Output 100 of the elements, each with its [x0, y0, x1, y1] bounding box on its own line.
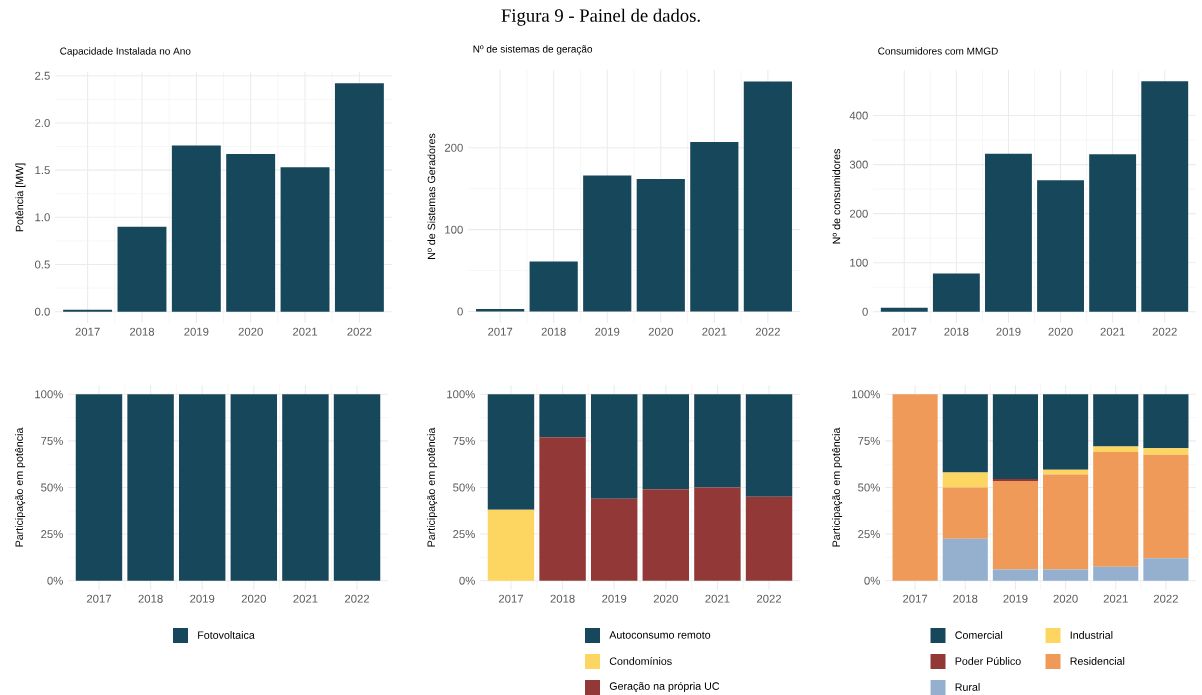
bar [583, 175, 632, 312]
y-tick-label: 200 [444, 143, 463, 152]
bar [1143, 558, 1189, 581]
bar [932, 273, 980, 312]
x-tick-label: 2022 [1153, 594, 1178, 603]
bar [1089, 154, 1137, 312]
x-tick-label: 2017 [903, 594, 928, 603]
x-tick-label: 2018 [550, 594, 575, 603]
legend-label: Rural [955, 683, 980, 691]
chart-title: Consumidores com MMGD [878, 47, 998, 55]
y-tick-label: 100 [445, 225, 463, 234]
legend-label: Condomínios [609, 657, 672, 665]
x-tick-label: 2020 [238, 327, 263, 336]
y-axis-title: Participação em potência [427, 427, 438, 547]
x-tick-label: 2022 [755, 327, 780, 336]
bar [539, 394, 586, 438]
y-tick-label: 100 [850, 258, 868, 267]
bar [1143, 394, 1189, 449]
bar [1093, 446, 1139, 453]
bar [743, 81, 792, 312]
y-tick-label: 1.0 [35, 213, 50, 222]
y-tick-label: 100% [35, 390, 63, 399]
y-tick-label: 0% [47, 576, 63, 585]
y-tick-label: 0% [864, 576, 880, 585]
bar [1141, 81, 1189, 312]
text: Figura 9 - Painel de dados. [501, 8, 700, 26]
x-tick-label: 2018 [138, 594, 163, 603]
x-tick-label: 2022 [344, 594, 370, 603]
bar [1093, 394, 1139, 447]
bar [694, 487, 741, 581]
x-tick-label: 2022 [347, 327, 372, 336]
y-tick-label: 50% [858, 483, 880, 492]
x-tick-label: 2017 [892, 327, 917, 336]
x-tick-label: 2021 [1103, 594, 1128, 603]
x-tick-label: 2019 [190, 594, 215, 603]
bar [942, 538, 988, 581]
bar [880, 307, 928, 312]
y-tick-label: 25% [41, 530, 63, 539]
y-tick-label: 50% [41, 483, 63, 492]
bar [992, 569, 1038, 581]
y-tick-label: 0 [862, 307, 868, 316]
bar [1043, 474, 1089, 570]
bar [942, 487, 988, 539]
x-tick-label: 2020 [653, 594, 678, 603]
legend-label: Residencial [1070, 657, 1125, 665]
legend-label: Autoconsumo remoto [609, 631, 711, 639]
bar [226, 154, 276, 312]
y-tick-label: 0.0 [34, 307, 50, 316]
bar [992, 394, 1038, 480]
x-tick-label: 2019 [595, 327, 620, 336]
bar [590, 498, 638, 581]
chart-title: Nº de sistemas de geração [473, 45, 593, 55]
bar [487, 394, 535, 510]
x-tick-label: 2018 [944, 327, 969, 336]
bar [694, 394, 741, 488]
bar [171, 145, 221, 312]
x-tick-label: 2018 [953, 594, 978, 603]
bar [1143, 448, 1189, 455]
bar [117, 226, 167, 312]
bar [942, 472, 988, 488]
x-tick-label: 2020 [648, 327, 673, 336]
x-tick-label: 2020 [1053, 594, 1078, 603]
x-tick-label: 2019 [184, 327, 209, 336]
x-tick-label: 2017 [86, 594, 111, 603]
x-tick-label: 2022 [1152, 327, 1177, 336]
bar [487, 509, 535, 581]
bar [1037, 180, 1084, 312]
bar [334, 83, 384, 312]
bar [1043, 394, 1089, 470]
y-tick-label: 25% [453, 530, 475, 539]
y-tick-label: 0 [457, 307, 463, 316]
y-tick-label: 0.5 [34, 260, 50, 269]
y-axis-title: Participação em potência [832, 427, 843, 547]
bar [745, 394, 793, 497]
x-tick-label: 2019 [602, 594, 627, 603]
bar [892, 394, 938, 581]
bar [942, 394, 988, 473]
y-tick-label: 0% [459, 576, 475, 585]
y-tick-label: 75% [453, 436, 475, 445]
x-tick-label: 2018 [541, 327, 566, 336]
y-tick-label: 50% [453, 483, 475, 492]
x-tick-label: 2020 [241, 594, 266, 603]
bar [1143, 454, 1189, 559]
x-tick-label: 2022 [756, 594, 782, 603]
x-tick-label: 2021 [705, 594, 730, 603]
bar [1093, 566, 1139, 581]
bar [642, 489, 690, 581]
y-tick-label: 300 [849, 160, 868, 169]
bar [992, 480, 1038, 570]
y-axis-title: Nº de consumidores [832, 148, 841, 244]
x-tick-label: 2017 [488, 327, 513, 336]
y-axis-title: Potência [MW] [15, 163, 26, 232]
bar [985, 153, 1032, 312]
y-tick-label: 400 [849, 111, 868, 120]
bar [539, 437, 586, 581]
bar [636, 178, 685, 312]
x-tick-label: 2017 [75, 327, 100, 336]
legend-label: Comercial [955, 631, 1003, 639]
x-tick-label: 2020 [1048, 327, 1073, 336]
bar [476, 309, 525, 312]
